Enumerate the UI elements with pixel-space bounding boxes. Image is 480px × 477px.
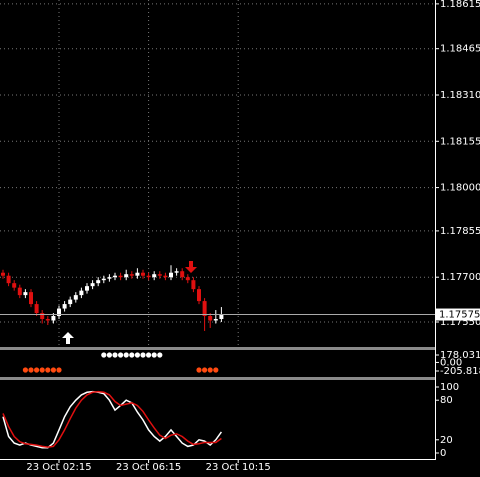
candle-body [135,272,140,276]
buy-signal [112,352,118,358]
y-tick-label: 178.0313 [440,350,480,361]
sell-signal [22,367,28,373]
candle-body [57,308,61,317]
y-tick-label: 1.18000 [440,183,480,194]
buy-signal [106,352,112,358]
candle-body [73,295,78,300]
candle-body [169,272,173,278]
y-tick-label: 1.18155 [440,136,480,147]
y-tick-label: 1.18310 [440,90,480,101]
buy-signal [140,352,146,358]
candle-body [34,304,39,314]
candle-body [1,272,5,276]
candle-body [45,319,50,321]
candle-body [219,314,224,320]
buy-signal [134,352,140,358]
candle-body [129,274,134,276]
buy-signal [157,352,163,358]
y-tick-label: 100 [440,382,459,393]
candle-body [213,319,218,321]
x-tick-label: 23 Oct 02:15 [26,462,91,473]
current-price-box [436,308,480,321]
sell-signal [207,367,213,373]
y-tick-label: 1.17550 [440,317,480,328]
x-tick-label: 23 Oct 06:15 [116,462,181,473]
candle-body [141,272,145,276]
sell-signal [56,367,62,373]
candle-body [152,274,157,278]
candle-body [185,277,190,281]
sell-arrow [185,261,197,273]
y-tick-label: 0 [440,448,446,459]
candle-body [79,290,84,296]
y-tick-label: 1.18465 [440,44,480,55]
buy-signal [118,352,124,358]
candle-body [101,278,106,281]
candle-body [180,271,185,278]
current-price-label: 1.17575 [439,310,480,321]
candle-body [62,304,67,309]
candle-body [68,299,73,305]
buy-signal [101,352,107,358]
buy-arrow [62,332,74,344]
sell-signal [34,367,40,373]
y-tick-label: 80 [440,395,453,406]
candle-body [113,275,117,278]
candle-body [118,275,123,278]
sell-signal [50,367,57,373]
y-tick-label: 1.17855 [440,226,480,237]
candle-body [124,274,129,278]
candle-body [107,277,112,279]
buy-signal [123,352,129,358]
panel-separator [0,377,435,380]
candle-body [51,316,56,321]
panel-separator [0,347,435,350]
y-tick-label: 1.17700 [440,272,480,283]
candle-body [6,275,11,284]
candle-body [174,271,179,273]
buy-signal [151,352,157,358]
sell-signal [28,367,34,373]
candle-body [12,283,17,288]
candle-body [96,280,101,284]
stochastic-line [2,390,222,448]
candle-body [40,313,45,320]
buy-signal [146,352,152,358]
stochastic-line [2,390,223,449]
candle-body [157,274,162,276]
candle-body [146,275,151,278]
candle-body [191,280,196,290]
sell-signal [45,367,51,373]
candle-body [85,286,89,291]
candle-body [17,287,22,296]
sell-signal [202,367,208,373]
y-tick-label: 1.18615 [440,0,480,10]
candle-body [90,283,95,287]
sell-signal [196,367,202,373]
x-tick-label: 23 Oct 10:15 [206,462,271,473]
y-tick-label: 0.00 [440,357,462,368]
candle-body [208,316,213,321]
y-tick-label: 20 [440,435,453,446]
candle-body [23,292,28,296]
buy-signal [129,352,135,358]
y-tick-label: -205.818 [440,366,480,377]
candle-body [197,289,201,302]
sell-signal [39,367,45,373]
candle-body [163,275,168,278]
candle-body [29,292,33,305]
sell-signal [213,367,219,373]
candle-body [202,301,207,317]
